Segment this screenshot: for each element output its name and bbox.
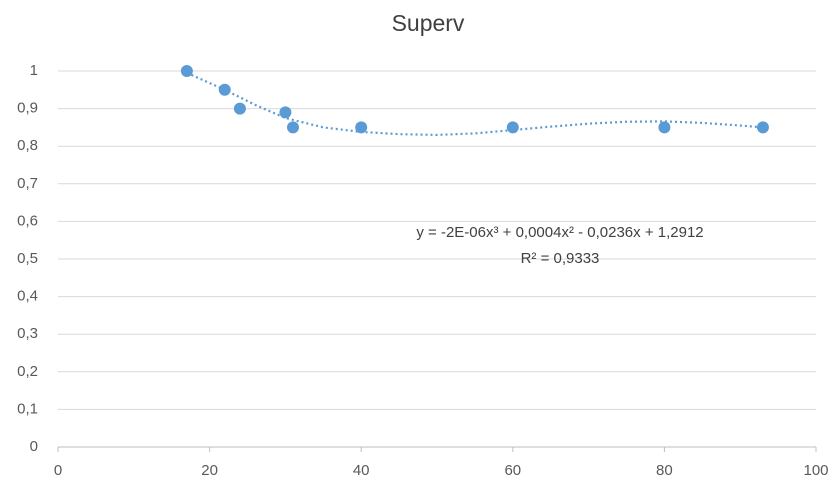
point	[658, 121, 671, 134]
x-tick-label: 20	[201, 462, 218, 479]
x-tick-label: 0	[54, 462, 62, 479]
point	[756, 121, 769, 134]
point	[218, 83, 231, 96]
r-squared: R² = 0,9333	[521, 250, 600, 267]
y-tick-label: 0	[30, 438, 38, 455]
y-tick-label: 0,2	[17, 363, 38, 380]
x-tick-label: 40	[353, 462, 370, 479]
y-tick-label: 0,9	[17, 100, 38, 117]
y-tick-label: 0,3	[17, 325, 38, 342]
trend-equation: y = -2E-06x³ + 0,0004x² - 0,0236x + 1,29…	[416, 224, 703, 241]
y-tick-label: 0,5	[17, 250, 38, 267]
y-tick-label: 0,6	[17, 212, 38, 229]
point	[180, 65, 193, 77]
x-tick-label: 80	[656, 462, 673, 479]
y-tick-label: 1	[30, 62, 38, 79]
trendline	[186, 71, 764, 137]
chart-title: Superv	[392, 10, 465, 36]
y-tick-label: 0,4	[17, 288, 38, 305]
y-tick-label: 0,7	[17, 175, 38, 192]
point	[279, 106, 292, 119]
y-tick-label: 0,8	[17, 137, 38, 154]
point	[506, 121, 519, 134]
y-tick-label: 0,1	[17, 400, 38, 417]
x-tick-label: 100	[803, 462, 828, 479]
point	[233, 102, 246, 115]
x-tick-label: 60	[504, 462, 521, 479]
point	[286, 121, 299, 134]
point	[355, 121, 368, 134]
